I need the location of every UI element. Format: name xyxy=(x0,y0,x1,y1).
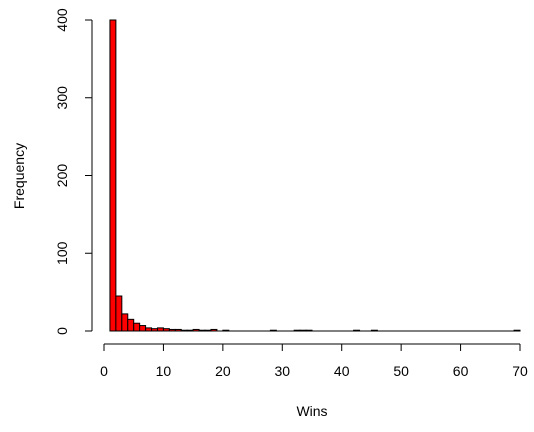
histogram-bar xyxy=(127,318,135,332)
x-axis: 0 10 20 30 40 50 60 70 xyxy=(100,343,528,379)
x-tick-label: 10 xyxy=(156,363,172,379)
x-tick-label: 20 xyxy=(215,363,231,379)
y-tick-label: 100 xyxy=(54,241,70,265)
y-tick-label: 300 xyxy=(54,86,70,110)
bars-group xyxy=(109,19,521,332)
histogram-bar xyxy=(109,19,117,332)
x-tick-label: 0 xyxy=(100,363,108,379)
histogram-bar xyxy=(139,325,147,332)
x-tick-label: 70 xyxy=(512,363,528,379)
x-tick-label: 30 xyxy=(274,363,290,379)
y-axis: 0 100 200 300 400 xyxy=(54,8,93,335)
y-tick-label: 400 xyxy=(54,8,70,32)
x-axis-label: Wins xyxy=(296,403,327,419)
histogram-bar xyxy=(115,295,123,332)
histogram-bar xyxy=(133,322,141,332)
x-tick-label: 40 xyxy=(334,363,350,379)
x-tick-label: 50 xyxy=(393,363,409,379)
y-tick-label: 0 xyxy=(54,327,70,335)
y-tick-label: 200 xyxy=(54,164,70,188)
x-tick-label: 60 xyxy=(453,363,469,379)
histogram-bar xyxy=(121,313,129,332)
y-axis-label: Frequency xyxy=(11,143,27,209)
